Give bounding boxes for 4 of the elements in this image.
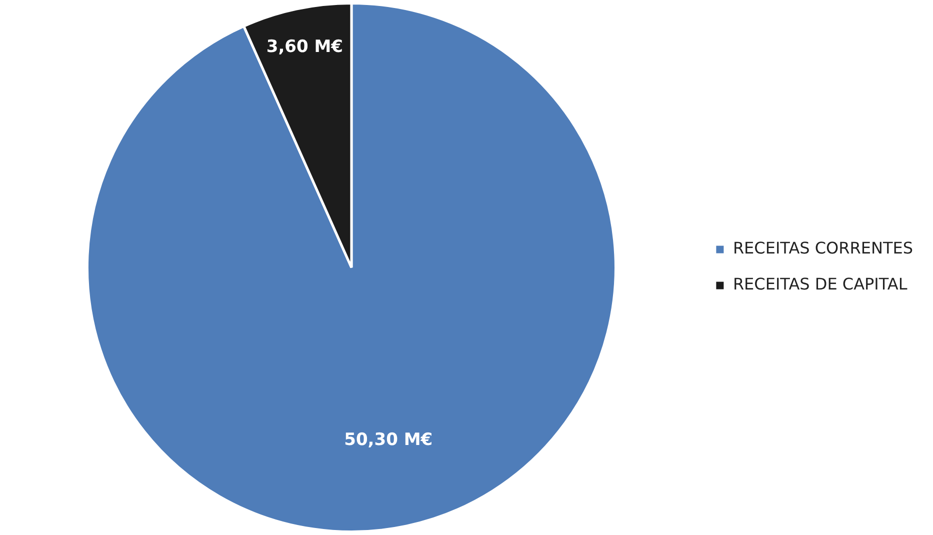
data-label: 50,30 M€ [344, 430, 433, 450]
legend-label: RECEITAS CORRENTES [732, 238, 913, 258]
data-label: 3,60 M€ [266, 37, 343, 58]
legend-label: RECEITAS DE CAPITAL [732, 274, 908, 294]
